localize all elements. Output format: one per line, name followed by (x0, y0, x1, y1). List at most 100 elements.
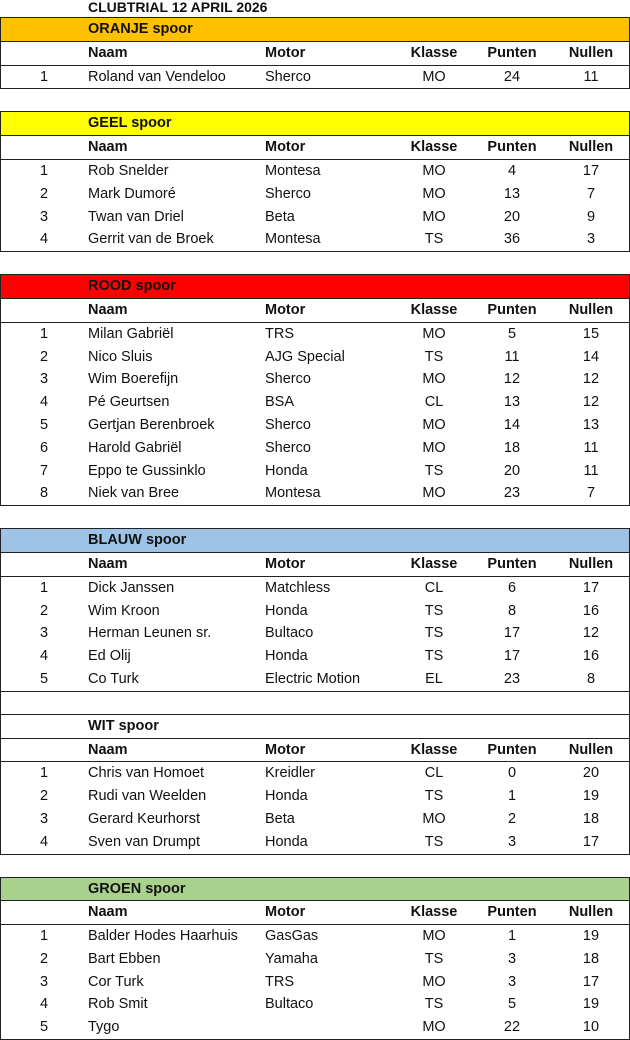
cell-name: Rudi van Weelden (88, 785, 206, 808)
cell-punten: 1 (473, 925, 551, 948)
cell-motor: Bultaco (265, 622, 313, 645)
cell-nullen: 12 (553, 368, 629, 391)
column-header-punten: Punten (473, 299, 551, 322)
cell-motor: Bultaco (265, 993, 313, 1016)
cell-motor: Montesa (265, 228, 321, 251)
track-header: ORANJE spoor (1, 18, 629, 42)
cell-klasse: TS (396, 622, 472, 645)
cell-klasse: MO (396, 437, 472, 460)
cell-nullen: 7 (553, 183, 629, 206)
column-header-punten: Punten (473, 42, 551, 65)
cell-name: Gerrit van de Broek (88, 228, 214, 251)
cell-klasse: TS (396, 785, 472, 808)
cell-name: Mark Dumoré (88, 183, 176, 206)
cell-name: Harold Gabriël (88, 437, 182, 460)
cell-n: 4 (1, 391, 87, 414)
column-header-motor: Motor (265, 553, 305, 576)
spacer (0, 252, 630, 274)
cell-klasse: TS (396, 460, 472, 483)
cell-n: 1 (1, 577, 87, 600)
cell-nullen: 8 (553, 668, 629, 691)
spacer (0, 89, 630, 111)
cell-name: Chris van Homoet (88, 762, 204, 785)
cell-n: 3 (1, 368, 87, 391)
column-header-naam: Naam (88, 901, 128, 924)
cell-motor: Beta (265, 808, 295, 831)
cell-n: 7 (1, 460, 87, 483)
cell-name: Milan Gabriël (88, 323, 173, 346)
cell-klasse: MO (396, 66, 472, 89)
cell-klasse: TS (396, 645, 472, 668)
cell-n: 2 (1, 183, 87, 206)
track-header: ROOD spoor (1, 275, 629, 299)
cell-punten: 4 (473, 160, 551, 183)
column-header-naam: Naam (88, 42, 128, 65)
column-header-klasse: Klasse (396, 901, 472, 924)
cell-klasse: MO (396, 206, 472, 229)
column-header-motor: Motor (265, 901, 305, 924)
cell-punten: 36 (473, 228, 551, 251)
cell-name: Wim Boerefijn (88, 368, 178, 391)
track-header: WIT spoor (1, 715, 629, 739)
column-header-nullen: Nullen (553, 299, 629, 322)
cell-punten: 14 (473, 414, 551, 437)
cell-klasse: TS (396, 831, 472, 854)
cell-name: Sven van Drumpt (88, 831, 200, 854)
track-name: BLAUW spoor (88, 529, 186, 552)
cell-klasse: CL (396, 391, 472, 414)
cell-klasse: MO (396, 808, 472, 831)
column-header-nullen: Nullen (553, 136, 629, 159)
column-header-motor: Motor (265, 136, 305, 159)
cell-motor: Kreidler (265, 762, 315, 785)
column-header-nullen: Nullen (553, 553, 629, 576)
cell-n: 4 (1, 831, 87, 854)
cell-punten: 20 (473, 206, 551, 229)
cell-n: 3 (1, 206, 87, 229)
column-header-motor: Motor (265, 739, 305, 762)
column-header-punten: Punten (473, 553, 551, 576)
cell-punten: 20 (473, 460, 551, 483)
cell-nullen: 12 (553, 391, 629, 414)
cell-motor: Sherco (265, 66, 311, 89)
cell-name: Niek van Bree (88, 482, 179, 505)
cell-motor: Sherco (265, 183, 311, 206)
cell-motor: Montesa (265, 160, 321, 183)
cell-n: 5 (1, 668, 87, 691)
cell-klasse: MO (396, 368, 472, 391)
cell-n: 5 (1, 1016, 87, 1039)
cell-nullen: 17 (553, 971, 629, 994)
cell-nullen: 16 (553, 600, 629, 623)
track-name: ROOD spoor (88, 275, 176, 298)
cell-nullen: 17 (553, 831, 629, 854)
cell-nullen: 11 (553, 66, 629, 89)
column-header-naam: Naam (88, 136, 128, 159)
cell-motor: GasGas (265, 925, 318, 948)
column-header-naam: Naam (88, 299, 128, 322)
cell-n: 5 (1, 414, 87, 437)
cell-n: 1 (1, 925, 87, 948)
cell-motor: Montesa (265, 482, 321, 505)
cell-nullen: 17 (553, 577, 629, 600)
cell-nullen: 16 (553, 645, 629, 668)
cell-n: 1 (1, 160, 87, 183)
cell-klasse: EL (396, 668, 472, 691)
cell-motor: Honda (265, 785, 308, 808)
cell-klasse: TS (396, 600, 472, 623)
column-header-nullen: Nullen (553, 42, 629, 65)
cell-klasse: MO (396, 1016, 472, 1039)
column-header-klasse: Klasse (396, 42, 472, 65)
cell-punten: 6 (473, 577, 551, 600)
